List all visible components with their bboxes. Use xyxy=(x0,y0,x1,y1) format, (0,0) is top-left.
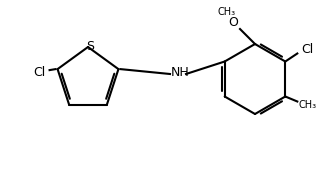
Text: Cl: Cl xyxy=(301,43,314,56)
Text: Cl: Cl xyxy=(34,66,46,79)
Text: NH: NH xyxy=(171,65,189,78)
Text: CH₃: CH₃ xyxy=(218,7,236,17)
Text: O: O xyxy=(228,15,238,29)
Text: CH₃: CH₃ xyxy=(298,100,316,109)
Text: S: S xyxy=(86,39,94,53)
